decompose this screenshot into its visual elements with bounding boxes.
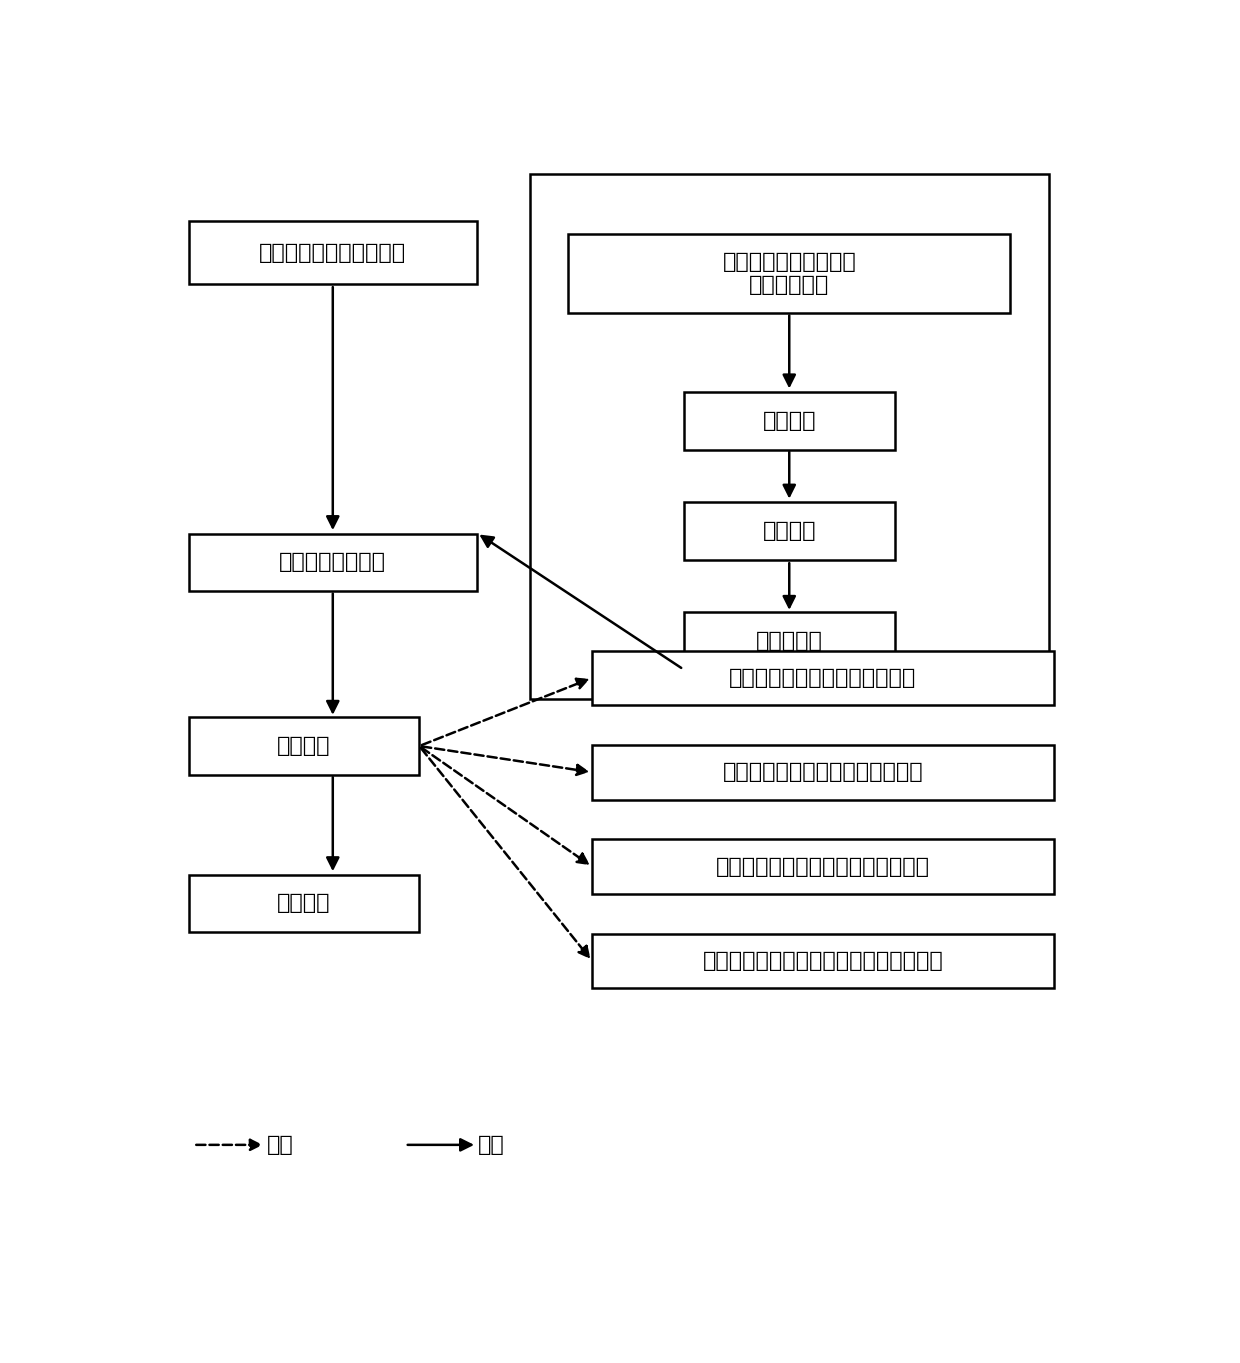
- FancyBboxPatch shape: [568, 234, 1011, 313]
- Text: 下载生物染色体基因信息: 下载生物染色体基因信息: [259, 243, 407, 263]
- FancyBboxPatch shape: [683, 502, 895, 560]
- Text: 生成环境敏感区域基因信息统计文件: 生成环境敏感区域基因信息统计文件: [715, 857, 930, 876]
- FancyBboxPatch shape: [529, 174, 1049, 699]
- FancyBboxPatch shape: [188, 875, 419, 932]
- Text: 基因信息加载匹配: 基因信息加载匹配: [279, 552, 387, 572]
- Text: 生成环境敏感区域基因原始信息导出文件: 生成环境敏感区域基因原始信息导出文件: [703, 951, 944, 972]
- FancyBboxPatch shape: [593, 934, 1054, 988]
- FancyBboxPatch shape: [683, 612, 895, 671]
- Text: 查看文件: 查看文件: [278, 894, 331, 913]
- FancyBboxPatch shape: [188, 221, 477, 285]
- Text: 包含: 包含: [267, 1135, 294, 1154]
- FancyBboxPatch shape: [593, 650, 1054, 705]
- Text: 生成不同变化模式的基因统计文件: 生成不同变化模式的基因统计文件: [723, 762, 924, 782]
- Text: 过程: 过程: [477, 1135, 505, 1154]
- Text: 生成染色体上基因表达信息图像: 生成染色体上基因表达信息图像: [729, 668, 916, 688]
- Text: 读入相应生物样本基因
表达芯片数据: 读入相应生物样本基因 表达芯片数据: [723, 252, 856, 296]
- Text: 归一化处理: 归一化处理: [756, 631, 822, 652]
- FancyBboxPatch shape: [593, 746, 1054, 800]
- FancyBboxPatch shape: [683, 391, 895, 450]
- FancyBboxPatch shape: [593, 840, 1054, 894]
- Text: 对数处理: 对数处理: [763, 521, 816, 541]
- Text: 生成文件: 生成文件: [278, 736, 331, 756]
- Text: 对照处理: 对照处理: [763, 410, 816, 431]
- FancyBboxPatch shape: [188, 717, 419, 776]
- FancyBboxPatch shape: [188, 533, 477, 592]
